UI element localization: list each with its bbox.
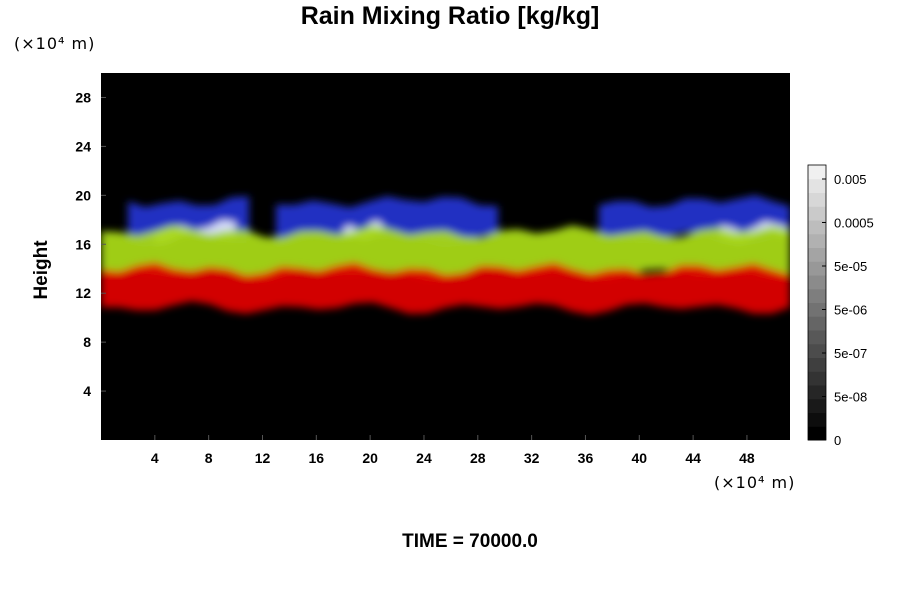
colorbar-label: 0.005 (834, 172, 867, 187)
colorbar-level (808, 316, 826, 331)
x-axis-unit: (×10⁴ m) (714, 473, 796, 492)
colorbar-level (808, 233, 826, 248)
y-tick-label: 28 (75, 89, 91, 105)
colorbar-level (808, 288, 826, 303)
x-tick-label: 16 (309, 450, 325, 466)
chart-title: Rain Mixing Ratio [kg/kg] (300, 2, 600, 30)
colorbar-level (808, 261, 826, 276)
x-tick-label: 12 (255, 450, 271, 466)
y-tick-label: 12 (75, 285, 91, 301)
colorbar-level (808, 192, 826, 207)
colorbar-label: 5e-06 (834, 303, 867, 318)
rain-layer-2-0 (101, 225, 790, 282)
colorbar-level (808, 247, 826, 262)
colorbar-level (808, 385, 826, 400)
colorbar-level (808, 275, 826, 290)
colorbar-level (808, 330, 826, 345)
colorbar-level (808, 302, 826, 317)
x-tick-label: 44 (685, 450, 701, 466)
x-tick-label: 20 (362, 450, 378, 466)
x-tick-label: 28 (470, 450, 486, 466)
y-tick-label: 16 (75, 236, 91, 252)
colorbar-label: 5e-08 (834, 390, 867, 405)
y-tick-label: 4 (83, 383, 91, 399)
colorbar-level (808, 165, 826, 180)
colorbar-level (808, 371, 826, 386)
colorbar-level (808, 178, 826, 193)
colorbar-level (808, 412, 826, 427)
x-tick-label: 36 (578, 450, 594, 466)
colorbar-level (808, 206, 826, 221)
colorbar-label: 5e-05 (834, 259, 867, 274)
x-tick-label: 24 (416, 450, 432, 466)
x-tick-label: 40 (631, 450, 647, 466)
colorbar-frame (807, 164, 827, 441)
colorbar-label: 5e-07 (834, 346, 867, 361)
y-tick-label: 24 (75, 138, 91, 154)
colorbar-level (808, 220, 826, 235)
rain-layer-3-0 (101, 262, 790, 315)
time-label: TIME = 70000.0 (402, 531, 538, 552)
x-tick-label: 32 (524, 450, 540, 466)
colorbar-level (808, 343, 826, 358)
x-tick-label: 48 (739, 450, 755, 466)
y-tick-label: 8 (83, 334, 91, 350)
x-tick-label: 4 (151, 450, 159, 466)
colorbar-level (808, 357, 826, 372)
colorbar-level (808, 398, 826, 413)
colorbar-level (808, 426, 826, 441)
colorbar-label: 0.0005 (834, 216, 874, 231)
colorbar-label: 0 (834, 433, 841, 448)
y-tick-label: 20 (75, 187, 91, 203)
y-axis-unit: (×10⁴ m) (14, 34, 96, 53)
x-tick-label: 8 (205, 450, 213, 466)
